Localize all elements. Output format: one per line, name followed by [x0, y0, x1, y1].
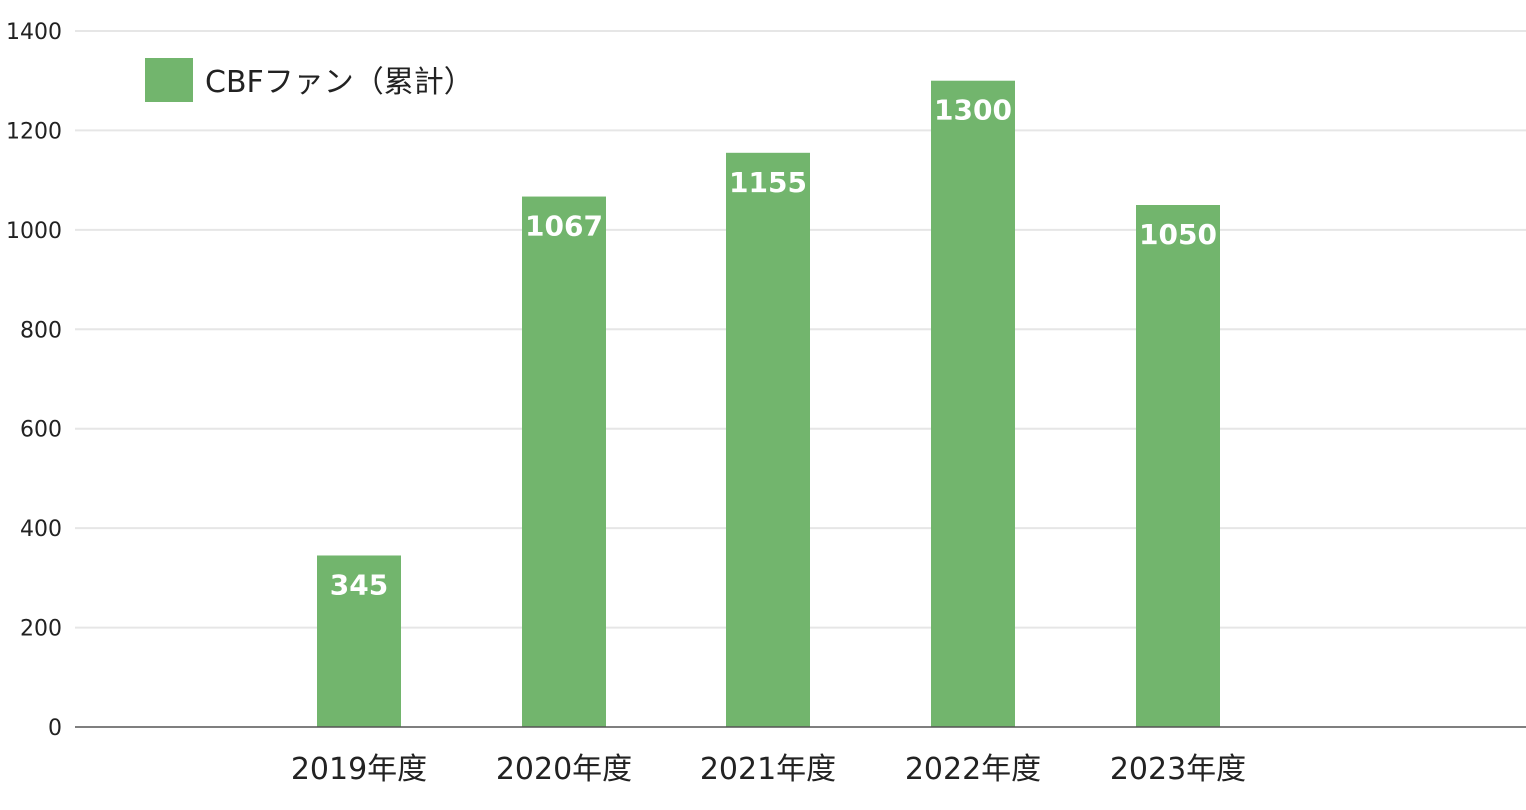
y-tick-label: 1000 — [6, 219, 62, 244]
bar — [522, 196, 606, 727]
y-tick-label: 1200 — [6, 119, 62, 144]
bar-value-label: 1050 — [1139, 218, 1217, 251]
y-tick-label: 0 — [48, 716, 62, 741]
y-tick-label: 200 — [20, 617, 62, 642]
x-tick-label: 2022年度 — [905, 752, 1041, 787]
bar — [1136, 205, 1220, 727]
bar — [931, 80, 1015, 727]
bar-value-label: 1300 — [934, 94, 1012, 127]
bar — [317, 555, 401, 727]
legend: CBFファン（累計） — [145, 58, 474, 102]
x-tick-label: 2019年度 — [291, 752, 427, 787]
legend-label: CBFファン（累計） — [205, 65, 474, 100]
bar-value-label: 345 — [330, 568, 388, 601]
bar — [726, 152, 810, 728]
bar-value-label: 1067 — [525, 210, 603, 243]
y-axis-ticks: 0 200 400 600 800 1000 1200 1400 — [6, 20, 62, 741]
y-tick-label: 400 — [20, 517, 62, 542]
y-tick-label: 1400 — [6, 20, 62, 45]
y-tick-label: 600 — [20, 418, 62, 443]
x-axis-ticks: 2019年度 2020年度 2021年度 2022年度 2023年度 — [291, 752, 1246, 787]
y-tick-label: 800 — [20, 318, 62, 343]
legend-swatch — [145, 58, 193, 102]
x-tick-label: 2021年度 — [700, 752, 836, 787]
bar-value-label: 1155 — [729, 166, 807, 199]
bars — [317, 80, 1220, 728]
x-tick-label: 2023年度 — [1110, 752, 1246, 787]
data-labels: 345 1067 1155 1300 1050 — [330, 94, 1217, 602]
x-tick-label: 2020年度 — [496, 752, 632, 787]
